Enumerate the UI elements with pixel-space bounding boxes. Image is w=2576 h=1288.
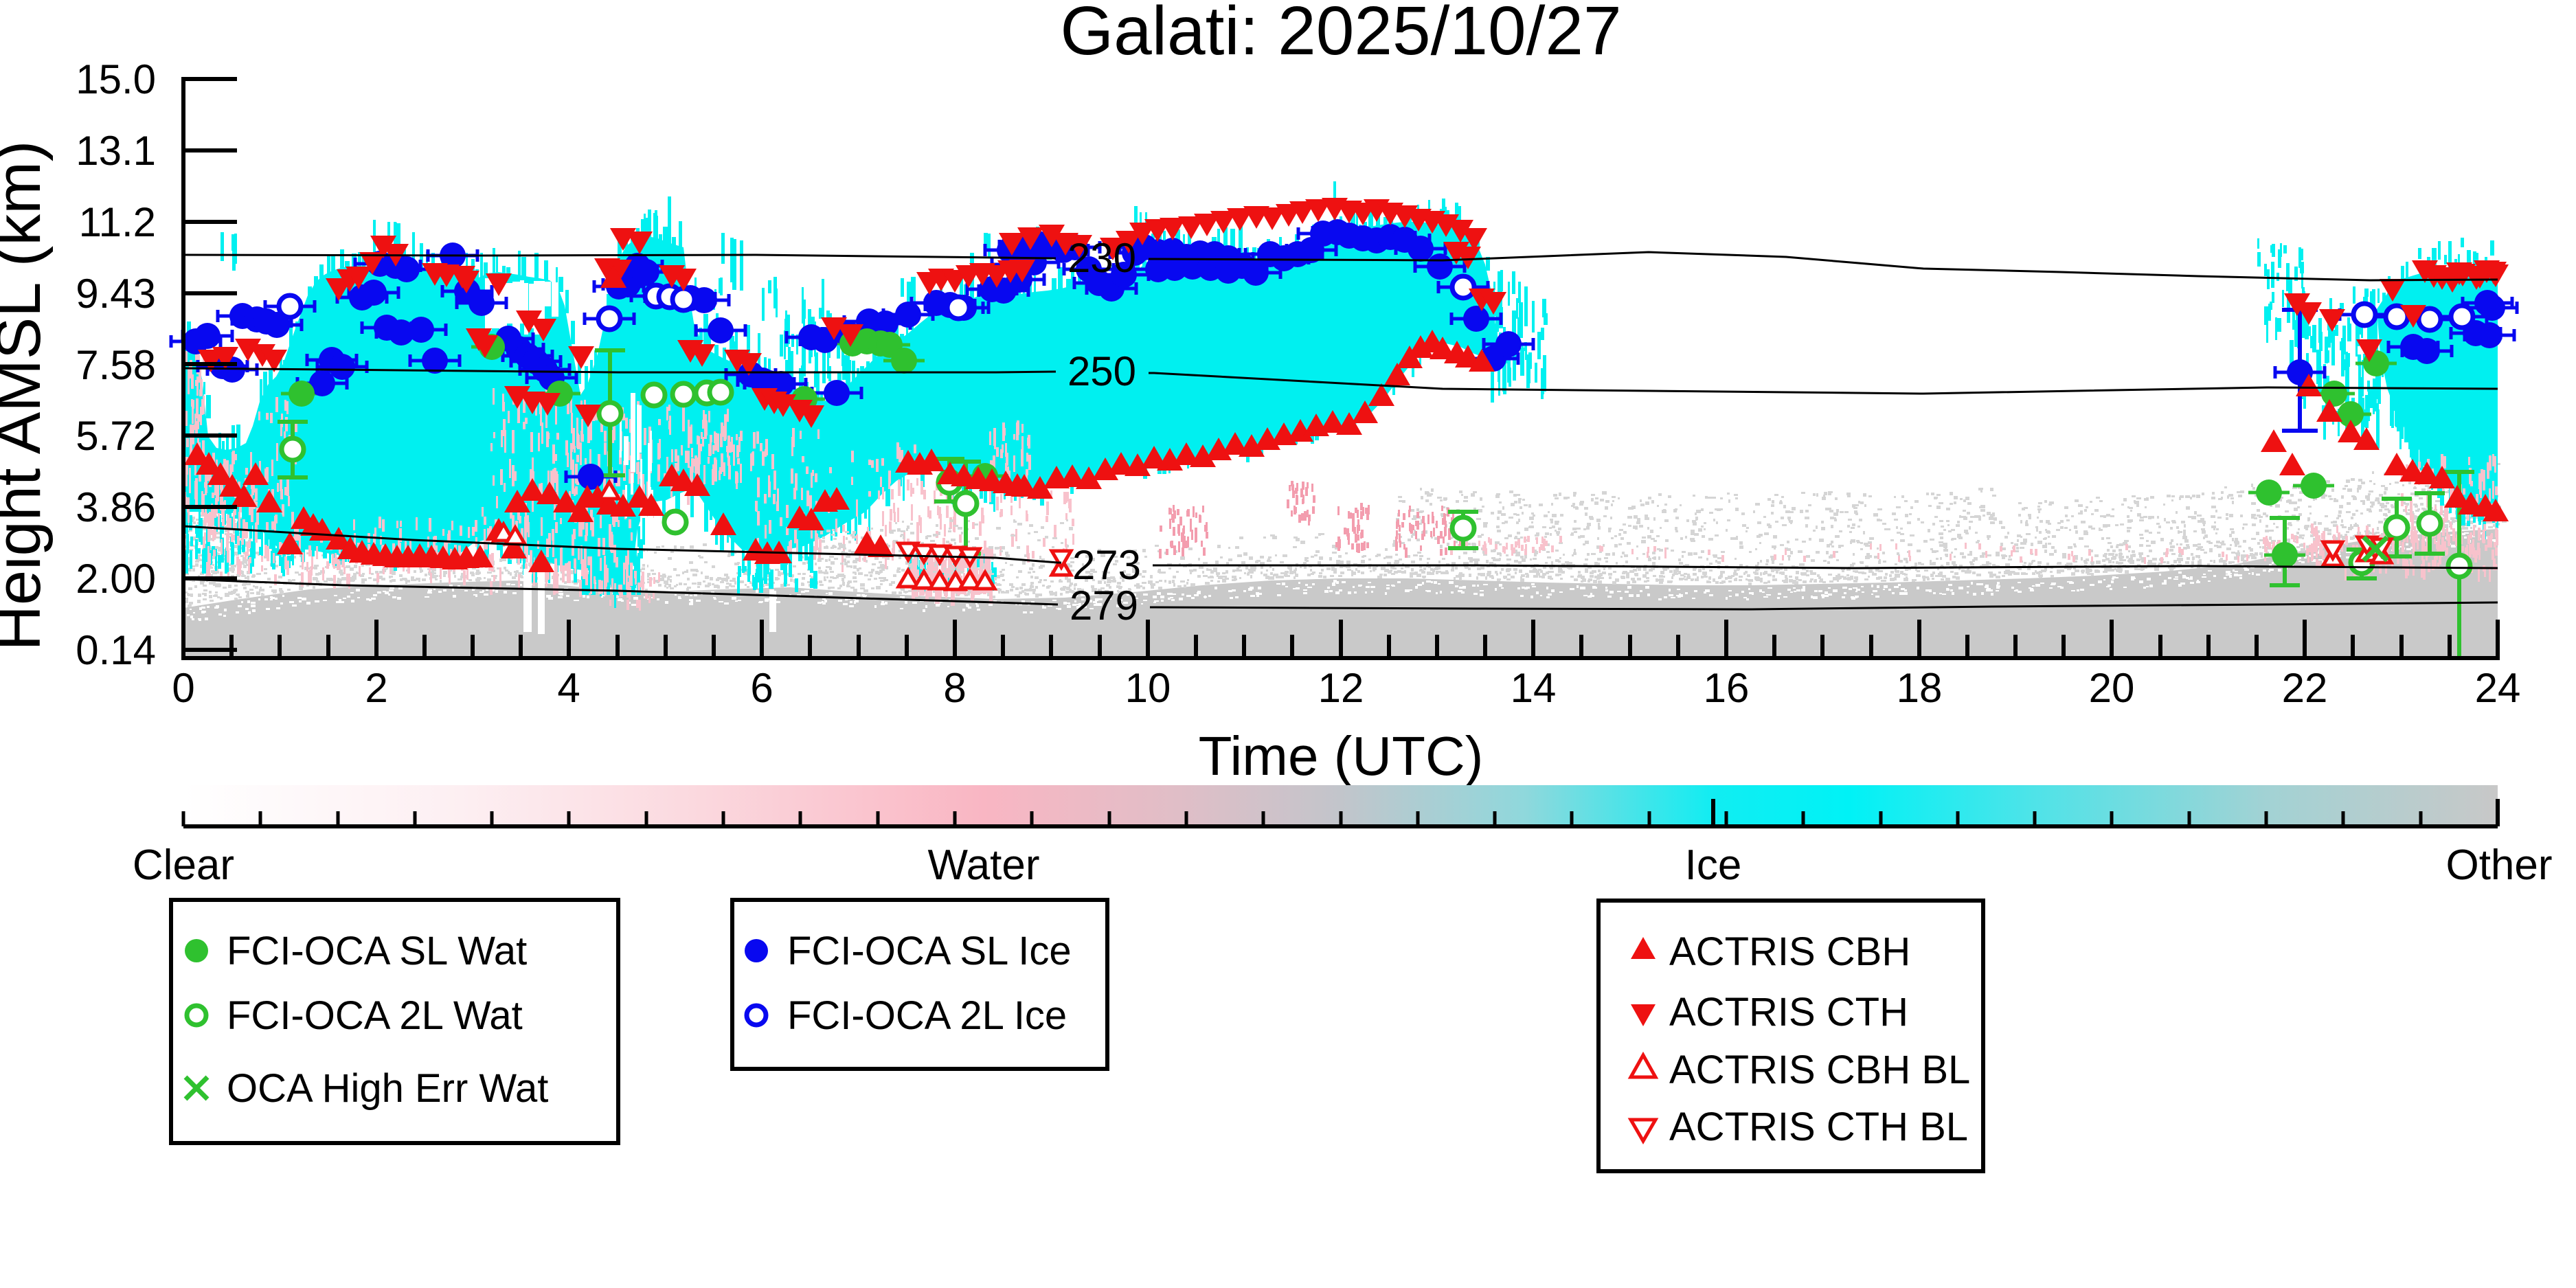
svg-text:ACTRIS CTH: ACTRIS CTH — [1669, 990, 1908, 1035]
svg-text:18: 18 — [1897, 665, 1943, 711]
svg-text:22: 22 — [2282, 665, 2328, 711]
svg-text:13.1: 13.1 — [76, 128, 156, 174]
svg-text:FCI-OCA SL Wat: FCI-OCA SL Wat — [227, 929, 527, 973]
svg-text:8: 8 — [943, 665, 966, 711]
svg-text:3.86: 3.86 — [76, 484, 156, 530]
svg-text:Time (UTC): Time (UTC) — [1199, 725, 1484, 787]
svg-text:Height AMSL (km): Height AMSL (km) — [0, 140, 54, 651]
svg-text:FCI-OCA SL Ice: FCI-OCA SL Ice — [787, 929, 1072, 973]
svg-text:6: 6 — [750, 665, 773, 711]
svg-text:9.43: 9.43 — [76, 271, 156, 317]
svg-text:7.58: 7.58 — [76, 342, 156, 388]
svg-text:0: 0 — [172, 665, 194, 711]
svg-text:11.2: 11.2 — [79, 199, 156, 245]
svg-text:FCI-OCA 2L Ice: FCI-OCA 2L Ice — [787, 993, 1067, 1038]
svg-text:15.0: 15.0 — [76, 56, 156, 102]
svg-text:ACTRIS CBH: ACTRIS CBH — [1669, 929, 1910, 974]
svg-text:ACTRIS CTH BL: ACTRIS CTH BL — [1669, 1105, 1968, 1149]
svg-text:230: 230 — [1067, 235, 1136, 281]
svg-text:250: 250 — [1067, 348, 1136, 394]
svg-text:Clear: Clear — [133, 841, 234, 889]
svg-text:24: 24 — [2475, 665, 2521, 711]
svg-text:273: 273 — [1072, 542, 1141, 588]
svg-text:16: 16 — [1704, 665, 1750, 711]
svg-text:0.14: 0.14 — [76, 627, 156, 673]
svg-text:2: 2 — [365, 665, 387, 711]
svg-text:OCA High Err Wat: OCA High Err Wat — [227, 1066, 548, 1111]
svg-text:5.72: 5.72 — [76, 413, 156, 459]
svg-text:FCI-OCA 2L Wat: FCI-OCA 2L Wat — [227, 993, 523, 1038]
svg-text:ACTRIS CBH BL: ACTRIS CBH BL — [1669, 1048, 1970, 1092]
svg-text:4: 4 — [557, 665, 580, 711]
svg-text:2.00: 2.00 — [76, 556, 156, 602]
svg-text:10: 10 — [1125, 665, 1171, 711]
svg-text:Ice: Ice — [1685, 841, 1742, 889]
svg-text:Galati: 2025/10/27: Galati: 2025/10/27 — [1060, 0, 1621, 69]
svg-text:Water: Water — [927, 841, 1039, 889]
svg-text:Other: Other — [2445, 841, 2552, 889]
svg-text:279: 279 — [1070, 583, 1138, 629]
svg-text:20: 20 — [2089, 665, 2135, 711]
svg-text:12: 12 — [1318, 665, 1364, 711]
svg-text:14: 14 — [1511, 665, 1557, 711]
